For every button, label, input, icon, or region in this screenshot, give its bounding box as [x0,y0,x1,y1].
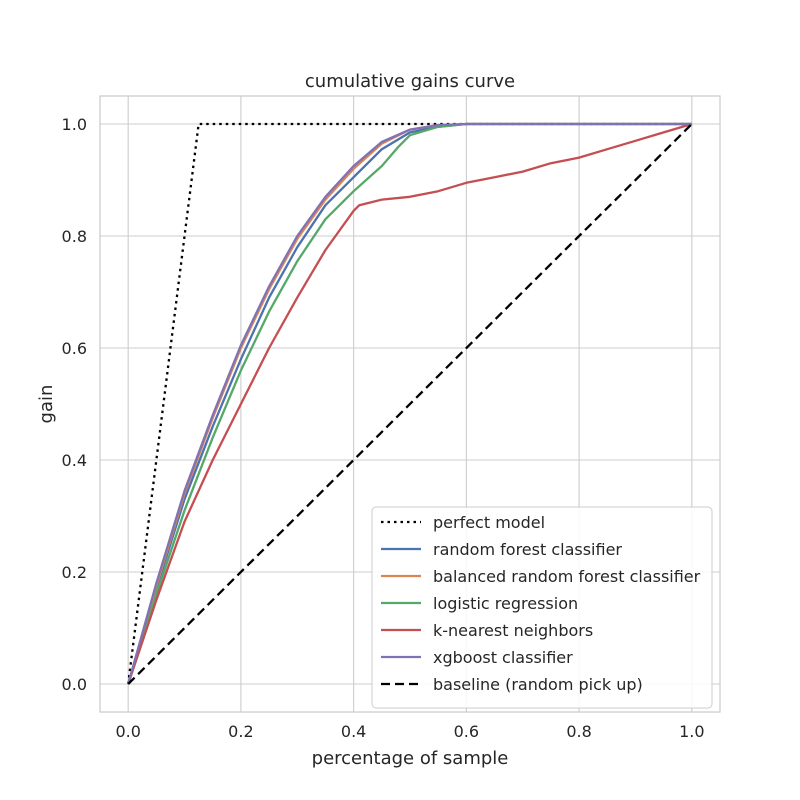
x-tick-label: 0.8 [566,722,591,741]
plot-frame [99,95,721,713]
legend-label: random forest classifier [433,540,622,559]
legend-label: xgboost classifier [433,648,573,667]
y-tick-label: 0.6 [62,339,87,358]
series-line-xgboost-classifier [127,122,692,685]
x-tick-label: 0.0 [115,722,140,741]
legend-label: logistic regression [433,594,578,613]
legend: perfect model random forest classifier bal… [371,506,713,709]
chart-title: cumulative gains curve [305,71,515,92]
y-tick-label: 0.0 [62,675,87,694]
x-tick-label: 0.4 [341,722,366,741]
x-tick-label: 0.6 [454,722,479,741]
legend-label: perfect model [433,513,545,532]
legend-label: k-nearest neighbors [433,621,593,640]
y-tick-label: 0.4 [62,451,87,470]
legend-box [371,506,713,709]
y-axis-label: gain [36,385,57,424]
y-tick-label: 0.2 [62,563,87,582]
x-tick-label: 0.2 [228,722,253,741]
series-line-baseline-random-pick-up [127,123,693,685]
tick-labels: 0.0 0.2 0.4 0.6 0.8 1.0 0.0 0.2 0.4 0.6 0.8 1.0 [62,115,705,741]
series-lines [127,122,693,685]
x-axis-label: percentage of sample [312,748,509,769]
x-tick-label: 1.0 [679,722,704,741]
y-tick-label: 1.0 [62,115,87,134]
series-line-k-nearest-neighbors [127,122,693,685]
y-tick-label: 0.8 [62,227,87,246]
legend-label: baseline (random pick up) [433,675,643,694]
legend-label: balanced random forest classifier [433,567,701,586]
